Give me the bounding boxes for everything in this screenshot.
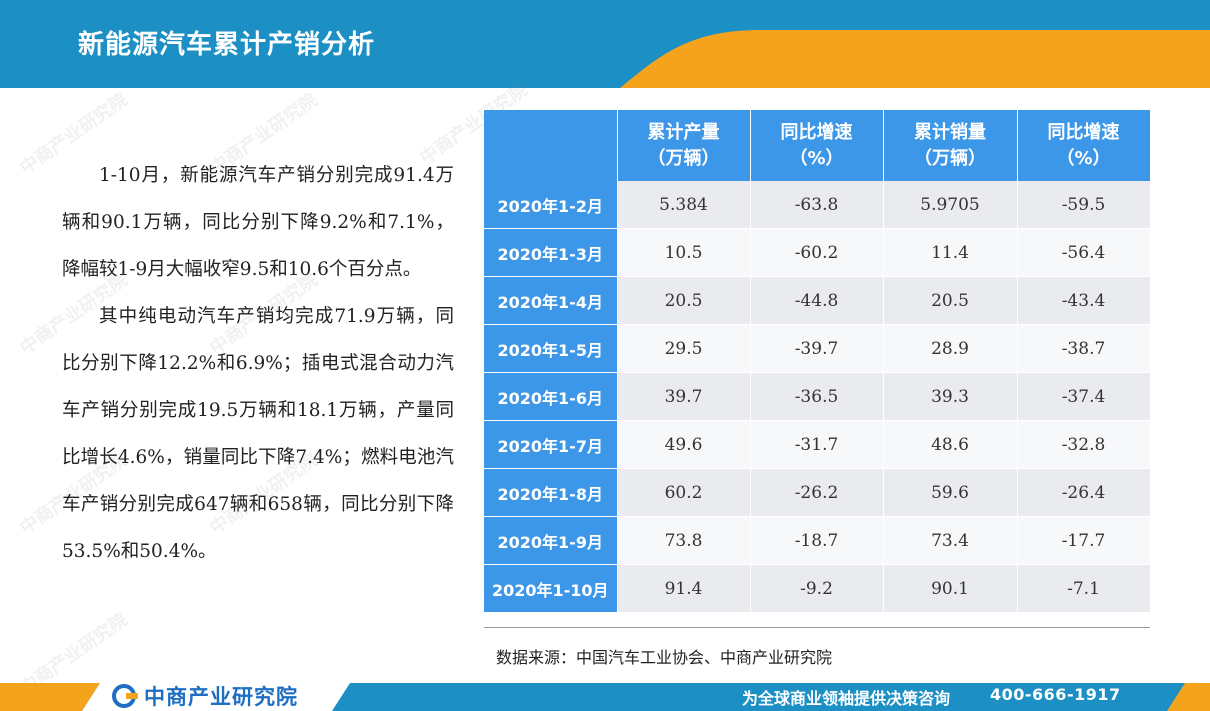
row-period: 2020年1-9月: [484, 516, 618, 565]
table-row: 2020年1-10月 91.4 -9.2 90.1 -7.1: [484, 564, 1151, 613]
cell-production: 29.5: [617, 324, 751, 373]
cell-production: 91.4: [617, 564, 751, 613]
paragraph-2: 其中纯电动汽车产销均完成71.9万辆，同比分别下降12.2%和6.9%；插电式混…: [62, 306, 454, 562]
cell-production: 73.8: [617, 516, 751, 565]
cell-production-yoy: -63.8: [750, 181, 884, 229]
header-unit: （万辆）: [914, 147, 986, 169]
row-period: 2020年1-5月: [484, 324, 618, 373]
cell-sales-yoy: -7.1: [1017, 564, 1151, 613]
table-row: 2020年1-2月 5.384 -63.8 5.9705 -59.5: [484, 181, 1151, 229]
cell-production: 10.5: [617, 228, 751, 277]
header-banner: 新能源汽车累计产销分析: [0, 0, 1210, 88]
cell-sales: 20.5: [883, 276, 1018, 325]
page-title: 新能源汽车累计产销分析: [78, 30, 376, 60]
header-cell-production-yoy: 同比增速 （%）: [750, 110, 884, 181]
cell-production: 60.2: [617, 468, 751, 517]
cell-sales-yoy: -38.7: [1017, 324, 1151, 373]
row-period: 2020年1-7月: [484, 420, 618, 469]
row-period: 2020年1-2月: [484, 181, 618, 229]
cell-production-yoy: -44.8: [750, 276, 884, 325]
sales-table: 累计产量 （万辆） 同比增速 （%） 累计销量 （万辆） 同比增速 （%） 2020年1…: [484, 110, 1151, 613]
cell-sales-yoy: -17.7: [1017, 516, 1151, 565]
company-logo: 中商产业研究院: [112, 683, 298, 709]
footer-slogan: 为全球商业领袖提供决策咨询: [742, 689, 951, 708]
cell-sales: 59.6: [883, 468, 1018, 517]
footer-banner: [0, 683, 1210, 711]
table-header-row: 累计产量 （万辆） 同比增速 （%） 累计销量 （万辆） 同比增速 （%）: [484, 110, 1151, 181]
logo-text: 中商产业研究院: [144, 685, 298, 709]
cell-sales-yoy: -32.8: [1017, 420, 1151, 469]
cell-production-yoy: -39.7: [750, 324, 884, 373]
footer-shape: [0, 683, 1210, 711]
header-line: 同比增速: [780, 121, 853, 143]
cell-sales: 28.9: [883, 324, 1018, 373]
table-row: 2020年1-8月 60.2 -26.2 59.6 -26.4: [484, 468, 1151, 517]
cell-sales: 90.1: [883, 564, 1018, 613]
header-cell-blank: [484, 110, 618, 181]
cell-sales-yoy: -37.4: [1017, 372, 1151, 421]
narrative-text: 1-10月，新能源汽车产销分别完成91.4万辆和90.1万辆，同比分别下降9.2…: [62, 152, 454, 575]
footer-phone: 400-666-1917: [990, 685, 1121, 704]
cell-sales: 5.9705: [883, 181, 1018, 229]
header-line: 累计产量: [647, 121, 720, 143]
cell-sales-yoy: -59.5: [1017, 181, 1151, 229]
header-cell-sales: 累计销量 （万辆）: [883, 110, 1018, 181]
row-period: 2020年1-6月: [484, 372, 618, 421]
cell-production: 49.6: [617, 420, 751, 469]
table-row: 2020年1-3月 10.5 -60.2 11.4 -56.4: [484, 228, 1151, 277]
row-period: 2020年1-8月: [484, 468, 618, 517]
header-cell-production: 累计产量 （万辆）: [617, 110, 751, 181]
header-shape: [0, 0, 1210, 88]
header-unit: （%）: [789, 147, 844, 169]
data-table-container: 累计产量 （万辆） 同比增速 （%） 累计销量 （万辆） 同比增速 （%） 2020年1…: [484, 110, 1151, 613]
table-row: 2020年1-7月 49.6 -31.7 48.6 -32.8: [484, 420, 1151, 469]
header-line: 累计销量: [914, 121, 986, 143]
cell-sales-yoy: -26.4: [1017, 468, 1151, 517]
paragraph-1: 1-10月，新能源汽车产销分别完成91.4万辆和90.1万辆，同比分别下降9.2…: [62, 165, 454, 280]
cell-production-yoy: -9.2: [750, 564, 884, 613]
row-period: 2020年1-3月: [484, 228, 618, 277]
cell-production-yoy: -26.2: [750, 468, 884, 517]
table-row: 2020年1-6月 39.7 -36.5 39.3 -37.4: [484, 372, 1151, 421]
header-unit: （%）: [1056, 147, 1111, 169]
table-row: 2020年1-9月 73.8 -18.7 73.4 -17.7: [484, 516, 1151, 565]
source-divider: [484, 627, 1150, 628]
cell-production: 39.7: [617, 372, 751, 421]
cell-sales: 39.3: [883, 372, 1018, 421]
cell-sales: 73.4: [883, 516, 1018, 565]
cell-sales: 11.4: [883, 228, 1018, 277]
cell-production-yoy: -60.2: [750, 228, 884, 277]
header-line: 同比增速: [1047, 121, 1120, 143]
cell-production: 20.5: [617, 276, 751, 325]
row-period: 2020年1-4月: [484, 276, 618, 325]
table-row: 2020年1-4月 20.5 -44.8 20.5 -43.4: [484, 276, 1151, 325]
table-row: 2020年1-5月 29.5 -39.7 28.9 -38.7: [484, 324, 1151, 373]
cell-production: 5.384: [617, 181, 751, 229]
header-cell-sales-yoy: 同比增速 （%）: [1017, 110, 1151, 181]
cell-production-yoy: -18.7: [750, 516, 884, 565]
cell-sales: 48.6: [883, 420, 1018, 469]
row-period: 2020年1-10月: [484, 564, 618, 613]
cell-production-yoy: -31.7: [750, 420, 884, 469]
cell-production-yoy: -36.5: [750, 372, 884, 421]
header-unit: （万辆）: [647, 147, 720, 169]
data-source: 数据来源：中国汽车工业协会、中商产业研究院: [496, 648, 833, 667]
cell-sales-yoy: -43.4: [1017, 276, 1151, 325]
logo-icon: [112, 684, 138, 708]
cell-sales-yoy: -56.4: [1017, 228, 1151, 277]
